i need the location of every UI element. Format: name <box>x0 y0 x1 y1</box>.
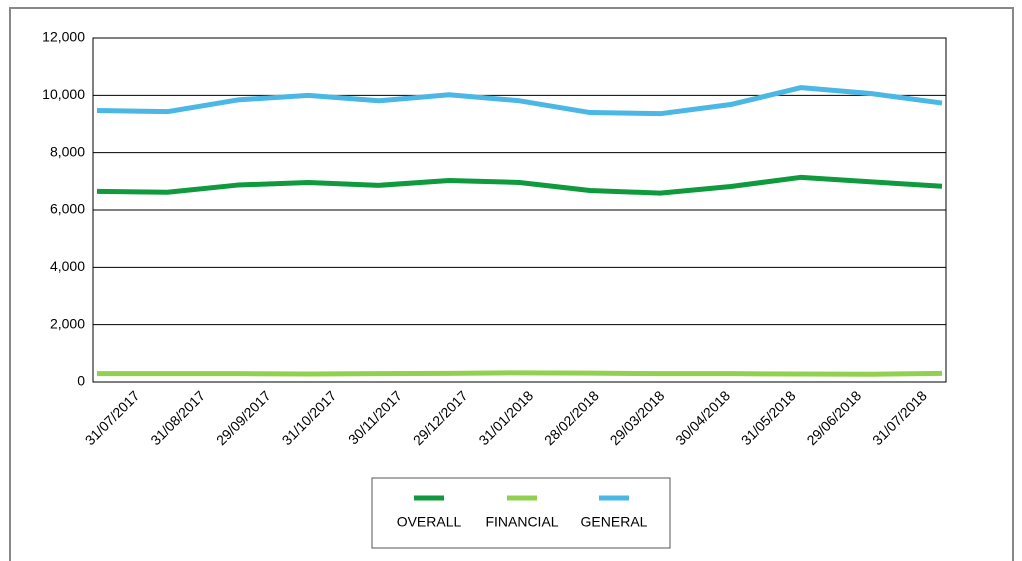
legend-label: GENERAL <box>581 514 648 530</box>
x-tick-label: 31/07/2018 <box>869 387 930 448</box>
x-tick-label: 29/12/2017 <box>410 387 471 448</box>
y-tick-label: 6,000 <box>50 201 85 217</box>
legend-label: FINANCIAL <box>485 514 558 530</box>
x-tick-label: 29/09/2017 <box>213 387 274 448</box>
legend-label: OVERALL <box>397 514 462 530</box>
x-tick-label: 31/01/2018 <box>475 387 536 448</box>
series-line <box>96 174 943 196</box>
x-tick-label: 31/08/2017 <box>147 387 208 448</box>
x-tick-label: 29/03/2018 <box>607 387 668 448</box>
y-tick-label: 4,000 <box>50 258 85 274</box>
series-line <box>96 85 943 117</box>
x-tick-label: 31/10/2017 <box>279 387 340 448</box>
series-line <box>97 370 943 377</box>
y-tick-label: 8,000 <box>50 143 85 159</box>
x-tick-label: 28/02/2018 <box>541 387 602 448</box>
x-tick-label: 31/07/2017 <box>82 387 143 448</box>
x-tick-label: 30/11/2017 <box>345 387 405 447</box>
x-tick-label: 31/05/2018 <box>738 387 799 448</box>
y-tick-label: 0 <box>77 373 85 389</box>
frame <box>9 7 1014 561</box>
legend-box <box>371 477 671 549</box>
y-tick-label: 12,000 <box>42 29 85 45</box>
y-tick-label: 10,000 <box>42 86 85 102</box>
plot-border <box>92 37 947 383</box>
y-tick-label: 2,000 <box>50 315 85 331</box>
x-tick-label: 30/04/2018 <box>672 387 733 448</box>
x-tick-label: 29/06/2018 <box>803 387 864 448</box>
